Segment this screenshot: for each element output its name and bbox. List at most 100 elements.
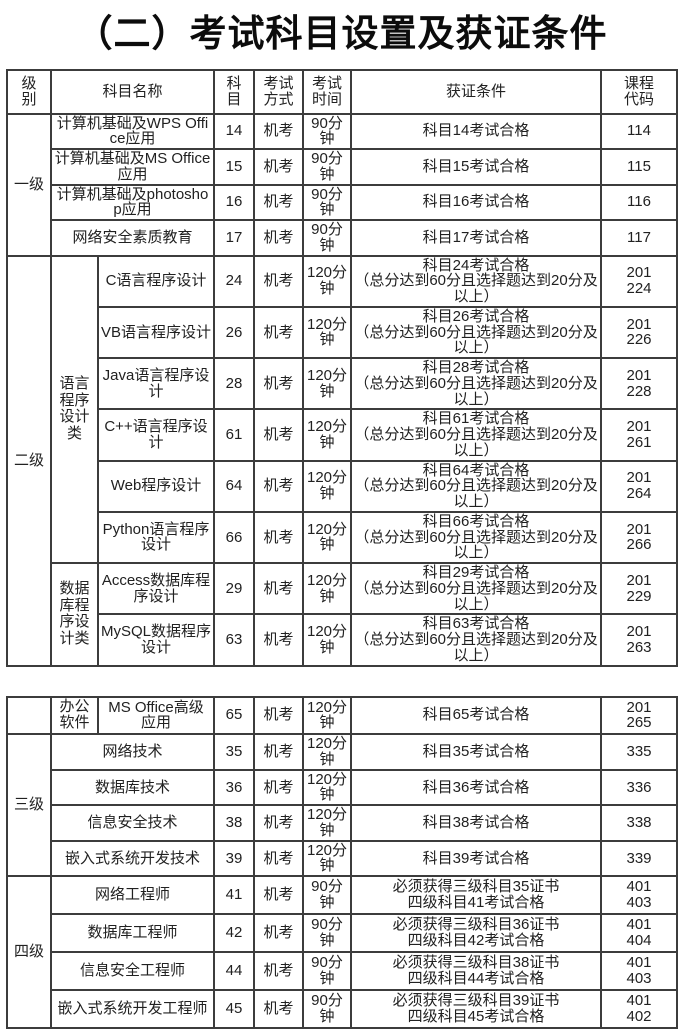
table-row: C++语言程序设计 61 机考 120分钟 科目61考试合格 （总分达到60分且选… <box>7 408 679 462</box>
condition-line: （总分达到60分且选择题达到20分及以上） <box>354 579 598 613</box>
code-line: 264 <box>626 485 652 503</box>
condition-cell: 必须获得三级科目35证书 四级科目41考试合格 <box>350 875 602 916</box>
subject-name-cell: C++语言程序设计 <box>96 408 216 462</box>
code-line: 401 <box>626 878 652 896</box>
header-cert-condition: 获证条件 <box>350 68 603 115</box>
code-line: 335 <box>626 743 652 761</box>
subject-name-cell: 数据库工程师 <box>50 913 215 954</box>
code-line: 117 <box>627 228 651 246</box>
table-row: 数据库技术 36 机考 120分钟 科目36考试合格 336 <box>7 768 678 807</box>
subject-no-cell: 35 <box>213 733 255 771</box>
course-code-cell: 201 229 <box>600 562 679 616</box>
code-line: 201 <box>626 698 652 716</box>
exam-mode-cell: 机考 <box>253 695 304 736</box>
level-cell: 一级 <box>6 112 52 257</box>
subject-name-cell: 信息安全技术 <box>50 804 215 842</box>
exam-time-cell: 120分钟 <box>302 839 352 878</box>
table-row: 数据库工程师 42 机考 90分钟 必须获得三级科目36证书 四级科目42考试合格… <box>7 913 678 954</box>
condition-line: 科目66考试合格 <box>422 512 530 530</box>
condition-cell: 科目66考试合格 （总分达到60分且选择题达到20分及以上） <box>350 510 603 565</box>
header-exam-mode: 考试方式 <box>253 68 305 115</box>
exam-mode-cell: 机考 <box>253 254 305 308</box>
condition-line: 必须获得三级科目39证书 <box>392 992 560 1010</box>
exam-time-cell: 90分钟 <box>302 989 352 1029</box>
category-cell: 语言程序设计类 <box>50 254 99 565</box>
code-line: 114 <box>627 122 651 140</box>
table-row: 数据库程序设计类 Access数据库程序设计 29 机考 120分钟 科目29考… <box>7 562 679 667</box>
code-line: 403 <box>626 970 652 988</box>
exam-mode-cell: 机考 <box>253 219 305 257</box>
exam-time-cell: 90分钟 <box>302 951 352 992</box>
table-row: 办公软件 MS Office高级应用 65 机考 120分钟 科目65考试合格 … <box>6 695 678 736</box>
exam-mode-cell: 机考 <box>253 112 305 151</box>
condition-line: （总分达到60分且选择题达到20分及以上） <box>354 477 598 511</box>
condition-line: （总分达到60分且选择题达到20分及以上） <box>354 374 598 408</box>
header-level: 级别 <box>6 68 52 115</box>
course-code-cell: 335 <box>600 733 678 771</box>
subject-no-cell: 65 <box>213 695 255 736</box>
code-line: 336 <box>626 778 652 796</box>
subject-name-cell: 网络工程师 <box>50 875 215 916</box>
subject-no-cell: 64 <box>213 459 256 513</box>
exam-time-cell: 90分钟 <box>302 148 353 186</box>
code-line: 401 <box>626 954 652 972</box>
exam-time-cell: 120分钟 <box>302 459 353 513</box>
course-code-cell: 401 404 <box>600 913 678 954</box>
course-code-cell: 339 <box>600 839 678 878</box>
table-header-row: 级别 科目名称 科目 考试方式 考试时间 获证条件 课程代码 <box>6 68 679 115</box>
condition-cell: 科目15考试合格 <box>350 148 603 186</box>
subject-name-cell: 数据库技术 <box>50 768 215 807</box>
subject-no-cell: 29 <box>213 562 256 616</box>
category-cell: 数据库程序设计类 <box>50 562 99 667</box>
course-code-cell: 401 403 <box>600 875 678 916</box>
exam-time-cell: 120分钟 <box>302 305 353 360</box>
exam-time-cell: 120分钟 <box>302 357 353 411</box>
code-line: 266 <box>626 536 652 554</box>
code-line: 201 <box>626 623 652 641</box>
level-cell: 四级 <box>6 875 52 1029</box>
exam-mode-cell: 机考 <box>253 875 304 916</box>
condition-cell: 科目17考试合格 <box>350 219 603 257</box>
condition-cell: 必须获得三级科目39证书 四级科目45考试合格 <box>350 989 602 1029</box>
code-line: 201 <box>626 315 652 333</box>
table-row: 三级 网络技术 35 机考 120分钟 科目35考试合格 335 <box>6 733 678 878</box>
subject-no-cell: 24 <box>213 254 256 308</box>
exam-mode-cell: 机考 <box>253 408 305 462</box>
exam-time-cell: 90分钟 <box>302 112 353 151</box>
code-line: 116 <box>627 193 651 211</box>
condition-line: 科目64考试合格 <box>422 461 530 479</box>
exam-time-cell: 120分钟 <box>302 733 352 771</box>
subject-no-cell: 28 <box>213 357 256 411</box>
course-code-cell: 201 265 <box>600 695 678 736</box>
course-code-cell: 338 <box>600 804 678 842</box>
exam-mode-cell: 机考 <box>253 183 305 222</box>
condition-line: 科目29考试合格 <box>422 564 530 582</box>
code-line: 201 <box>626 520 652 538</box>
condition-line: 科目24考试合格 <box>422 256 530 274</box>
subject-no-cell: 15 <box>213 148 256 186</box>
table-row: 二级 语言程序设计类 C语言程序设计 24 机考 120分钟 科目24考试合格（… <box>6 254 679 667</box>
table-row: Java语言程序设计 28 机考 120分钟 科目28考试合格 （总分达到60分且… <box>7 357 679 411</box>
subject-no-cell: 44 <box>213 951 255 992</box>
level-cell: 二级 <box>6 254 52 667</box>
subject-no-cell: 66 <box>213 510 256 565</box>
exam-time-cell: 120分钟 <box>302 562 353 616</box>
table-row: 信息安全工程师 44 机考 90分钟 必须获得三级科目38证书 四级科目44考试合… <box>7 951 678 992</box>
code-line: 263 <box>626 638 652 656</box>
condition-line: （总分达到60分且选择题达到20分及以上） <box>354 528 598 562</box>
condition-cell: 科目26考试合格 （总分达到60分且选择题达到20分及以上） <box>350 305 603 360</box>
condition-line: 必须获得三级科目35证书 <box>392 878 560 896</box>
condition-line: 四级科目41考试合格 <box>407 894 545 912</box>
exam-subjects-table-upper: 级别 科目名称 科目 考试方式 考试时间 获证条件 课程代码 一级 计算机基础及… <box>6 68 679 667</box>
exam-time-cell: 120分钟 <box>302 613 353 667</box>
course-code-cell: 201 226 <box>600 305 679 360</box>
condition-line: 四级科目44考试合格 <box>407 970 545 988</box>
exam-time-cell: 90分钟 <box>302 875 352 916</box>
exam-mode-cell: 机考 <box>253 913 304 954</box>
subject-name-cell: 网络安全素质教育 <box>49 219 216 257</box>
table-row: 计算机基础及photoshop应用 16 机考 90分钟 科目16考试合格 11… <box>7 183 679 222</box>
table-row: 网络安全素质教育 17 机考 90分钟 科目17考试合格 117 <box>7 219 679 257</box>
header-course-code: 课程代码 <box>600 68 679 115</box>
table-row: 四级 网络工程师 41 机考 90分钟 必须获得三级科目35证书 四级科目41考试… <box>6 875 678 1029</box>
condition-line: 科目63考试合格 <box>422 615 530 633</box>
